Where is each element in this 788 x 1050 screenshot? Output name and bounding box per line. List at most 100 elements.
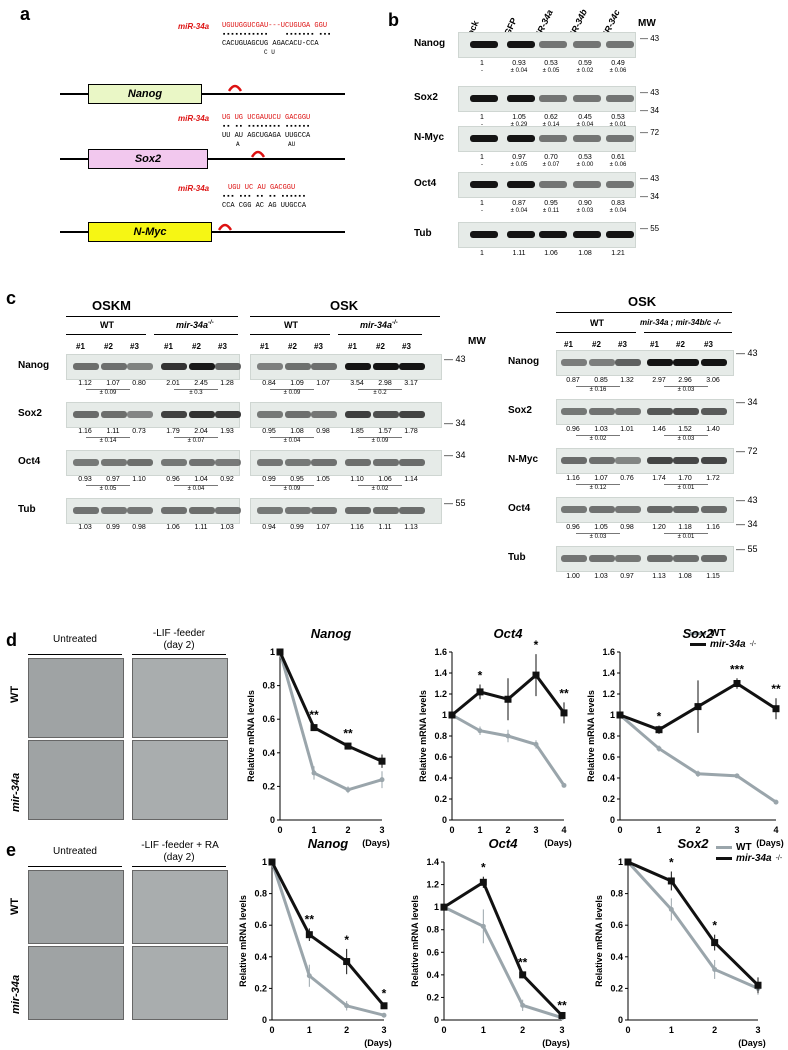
group-rule [66,316,238,317]
quant-value: 1.11 [106,428,120,435]
data-point-wt [379,777,385,783]
band [311,507,337,514]
blot-strip [556,497,734,523]
legend-wt-label: WT [736,842,752,853]
significance-marker: * [657,710,662,724]
quant-value: 1.32 [620,377,634,384]
x-tick-label: 3 [533,825,538,835]
x-tick-label: 0 [269,1025,274,1035]
quant-value: 3.06 [706,377,720,384]
lane-rule [66,334,146,335]
quant-sd: ± 0.06 [609,68,627,74]
band [606,95,634,102]
quant-value: 0.93 [512,60,526,67]
band [589,359,615,366]
band [589,408,615,415]
band [470,95,498,102]
legend-ko: mir-34a -/- [716,853,782,864]
band [573,181,601,188]
band [311,459,337,466]
data-point-wt [533,741,539,747]
chart-title: Sox2 [677,836,709,851]
blot-strip [458,172,636,198]
data-point-ko [532,671,540,679]
y-tick-label: 0.6 [262,714,275,724]
y-tick-label: 0 [618,1015,623,1025]
band [673,555,699,562]
y-tick-label: 0.4 [254,952,267,962]
mw-title: MW [468,336,486,347]
mw-marker: — 72 [736,446,758,456]
data-point-ko [558,1011,566,1019]
significance-marker: * [481,861,486,875]
wt-label: WT [590,318,604,328]
y-tick-label: 0.4 [610,952,623,962]
quant-value: 1.06 [166,524,180,531]
lane-number: #1 [348,342,357,351]
y-tick-label: 1.4 [602,668,615,678]
quant-value: 0.99 [262,476,276,483]
band [285,411,311,418]
quant-sd: ± 0.04 [510,68,528,74]
data-point-ko [448,711,456,719]
data-point-wt [773,799,779,805]
band [561,457,587,464]
lane-number: #1 [260,342,269,351]
quant-value: 2.45 [194,380,208,387]
y-tick-label: 0.8 [602,731,615,741]
quant-value: 1 [480,60,484,67]
panel-b-label: b [388,10,399,30]
lane-number: #3 [218,342,227,351]
data-point-wt [505,733,511,739]
group-title: OSK [330,298,359,313]
data-point-ko [343,958,351,966]
lane-number: #1 [650,340,659,349]
micrograph-wt-treated [132,870,228,944]
quant-value: 1.11 [512,250,526,257]
band [647,359,673,366]
chart-title: Oct4 [489,836,519,851]
ko-label: mir-34a-/- [360,320,398,330]
quant-sd: ± 0.09 [86,389,130,396]
x-tick-label: 3 [381,1025,386,1035]
lane-number: #1 [564,340,573,349]
lane-number: #1 [76,342,85,351]
quant-value: 0.95 [290,476,304,483]
row-label: Tub [508,552,526,563]
band [561,408,587,415]
mw-marker: — 43 [640,174,660,183]
mw-marker: — 34 [444,450,466,460]
significance-marker: ** [305,912,315,926]
quant-value: 1.05 [594,524,608,531]
x-tick-label: 3 [559,1025,564,1035]
hairpin-icon [251,150,265,158]
quant-value: 1.08 [290,428,304,435]
quant-sd: ± 0.00 [576,162,594,168]
band [345,363,371,370]
micrograph-wt-untreated [28,870,124,944]
legend-swatch [690,632,706,635]
series-line-ko [443,880,564,1017]
band [285,363,311,370]
band [507,231,535,238]
wt-label: WT [284,320,298,330]
y-tick-label: 0 [610,815,615,825]
row-label: N-Myc [414,132,445,143]
quant-value: 1.06 [378,476,392,483]
quant-value: 1.03 [594,426,608,433]
panel-b-western: MocksiGFPmiR-34amiR-34bmiR-34cMWNanog10.… [410,0,760,268]
y-tick-label: 1 [262,857,267,867]
mw-marker: — 34 [640,106,660,115]
quant-sd: ± 0.12 [576,484,620,491]
y-tick-label: 0.4 [434,773,447,783]
mw-marker: — 55 [736,544,758,554]
band [701,457,727,464]
nmyc-mir-seq: UGU UC AU GACGGU [228,184,296,192]
panel-c-right-western: OSK WT mir-34a ; mir-34b/c -/- #1 #2 #3 #1 #2 #3… [500,288,788,588]
sox2-gene-box: Sox2 [88,149,208,169]
quant-sd: ± 0.09 [270,485,314,492]
quant-value: 0.98 [620,524,634,531]
band [647,408,673,415]
significance-marker: * [382,987,387,1001]
blot-strip [556,546,734,572]
